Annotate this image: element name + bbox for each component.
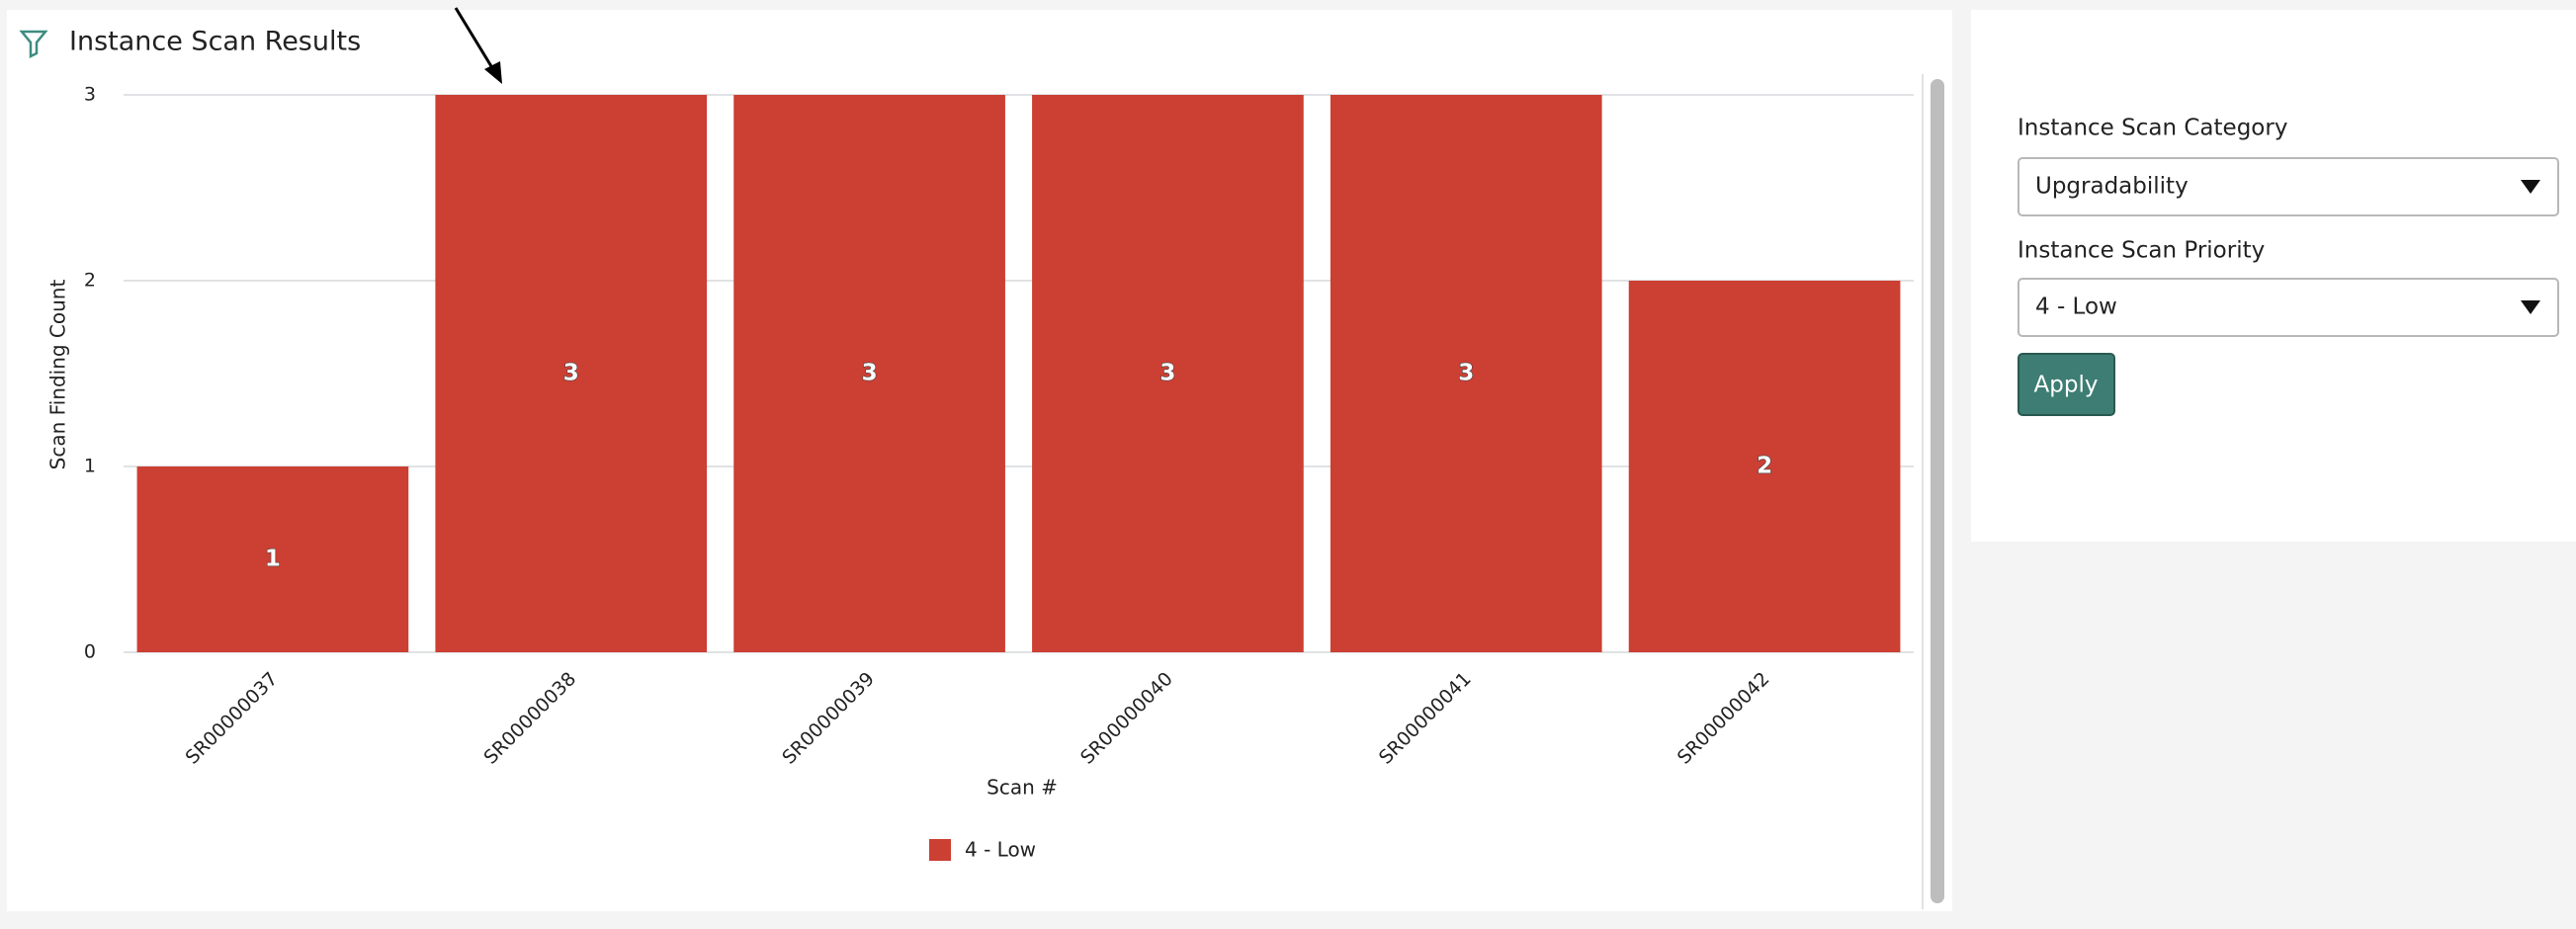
y-tick-label: 1 <box>84 456 96 477</box>
legend-swatch <box>929 839 951 861</box>
scrollbar[interactable] <box>1931 79 1944 903</box>
y-tick-label: 0 <box>84 641 96 663</box>
data-label: 3 <box>862 361 878 386</box>
data-label: 3 <box>1458 361 1474 386</box>
filter-icon[interactable] <box>19 30 48 59</box>
dropdown-arrow <box>2521 180 2540 194</box>
priority-select[interactable] <box>2018 278 2559 337</box>
category-select[interactable] <box>2018 157 2559 216</box>
apply-button[interactable] <box>2018 353 2115 416</box>
priority-label: Instance Scan Priority <box>2018 238 2265 264</box>
legend-label[interactable]: 4 - Low <box>965 838 1036 862</box>
bar <box>1032 95 1304 652</box>
bar <box>435 95 708 652</box>
y-tick-label: 2 <box>84 270 96 292</box>
category-value: Upgradability <box>2035 174 2189 200</box>
apply-label: Apply <box>2034 373 2099 398</box>
annotation-arrowhead <box>484 61 502 84</box>
x-axis-label: Scan # <box>987 776 1058 800</box>
bar <box>1628 281 1901 652</box>
data-label: 3 <box>1159 361 1175 386</box>
filter-panel <box>1971 10 2576 542</box>
bar <box>733 95 1005 652</box>
data-label: 3 <box>563 361 579 386</box>
annotation-arrow <box>454 7 496 72</box>
chart-title: Instance Scan Results <box>69 27 361 57</box>
y-axis-label: Scan Finding Count <box>46 280 70 470</box>
bar <box>1330 95 1602 652</box>
dropdown-arrow <box>2521 300 2540 314</box>
plot: 0123SR000000371SR000000383SR000000393SR0… <box>84 84 1914 769</box>
bar <box>136 466 409 652</box>
priority-value: 4 - Low <box>2035 295 2117 320</box>
y-tick-label: 3 <box>84 84 96 106</box>
data-label: 1 <box>265 547 281 572</box>
data-label: 2 <box>1757 454 1772 479</box>
category-label: Instance Scan Category <box>2018 116 2287 141</box>
